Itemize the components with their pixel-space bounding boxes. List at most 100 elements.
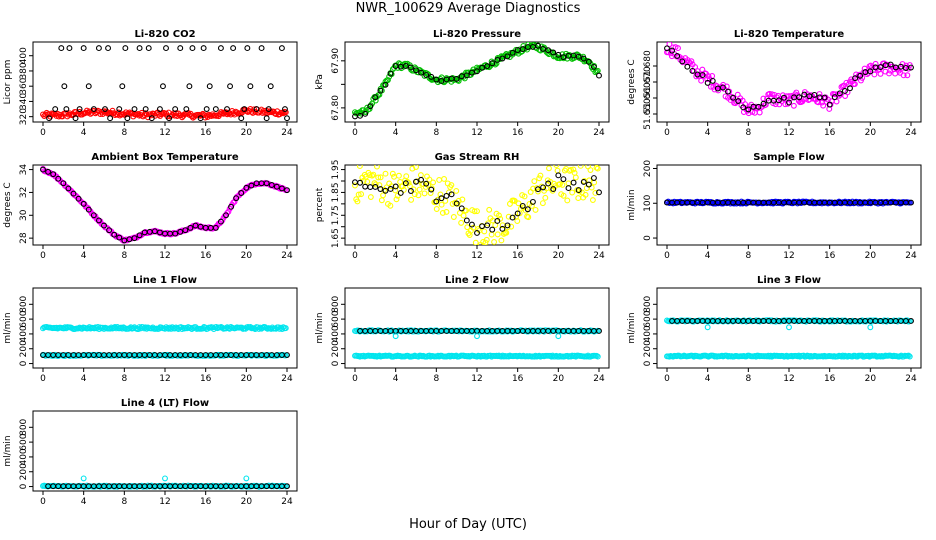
data-point-average xyxy=(76,106,83,112)
data-point-average xyxy=(119,83,126,90)
data-point-average xyxy=(509,214,516,221)
x-tick-label: 16 xyxy=(200,374,212,384)
data-point-average xyxy=(806,93,813,100)
data-point-all-high xyxy=(282,325,289,332)
data-point-average xyxy=(463,72,470,79)
data-point-all xyxy=(570,166,577,173)
data-point-average xyxy=(136,232,143,239)
data-point-all xyxy=(453,187,460,194)
data-point-average xyxy=(775,97,782,104)
y-tick-label: 28 xyxy=(19,232,29,244)
data-point-average xyxy=(50,171,57,178)
y-tick-label: 600 xyxy=(19,433,29,450)
y-tick-label: 380 xyxy=(19,62,29,79)
data-point-all xyxy=(886,70,892,77)
plot-frame xyxy=(656,41,922,123)
data-point-average xyxy=(203,106,210,112)
y-tick-label: 1.85 xyxy=(331,182,341,202)
data-point-all xyxy=(159,110,166,117)
data-point-average xyxy=(664,45,670,52)
x-tick-label: 16 xyxy=(200,251,212,261)
data-point-average xyxy=(540,184,547,191)
data-point-dips xyxy=(474,333,480,340)
data-point-average xyxy=(183,106,190,112)
data-point-average xyxy=(453,75,460,82)
y-tick-label: 400 xyxy=(19,47,29,64)
data-point-average xyxy=(230,45,237,52)
data-point-all xyxy=(567,166,574,173)
data-point-average xyxy=(821,94,828,101)
data-point-all xyxy=(532,206,539,213)
plot-frame xyxy=(32,410,298,492)
data-point-all xyxy=(377,174,384,181)
data-point-all xyxy=(366,106,373,112)
x-tick-label: 4 xyxy=(705,128,711,138)
data-point-average xyxy=(238,190,245,196)
data-point-all xyxy=(504,224,511,231)
data-point-average xyxy=(70,190,77,197)
data-point-average xyxy=(509,49,516,56)
data-point-all xyxy=(503,229,510,236)
data-point-all xyxy=(586,177,593,184)
data-point-average xyxy=(499,225,506,232)
data-point-average xyxy=(284,187,290,194)
data-point-average xyxy=(836,90,843,97)
data-point-all xyxy=(415,192,422,199)
data-point-average xyxy=(206,83,213,90)
data-point-average xyxy=(105,45,112,52)
data-point-all xyxy=(861,65,868,72)
data-point-all xyxy=(448,182,455,189)
data-point-average xyxy=(418,69,425,76)
data-point-all xyxy=(437,191,444,198)
x-tick-label: 8 xyxy=(433,251,439,261)
data-layer xyxy=(352,165,602,245)
x-tick-label: 0 xyxy=(664,374,670,384)
data-point-average xyxy=(46,115,53,122)
data-point-all xyxy=(393,196,400,203)
data-point-average xyxy=(565,185,572,192)
y-tick-label: 600 xyxy=(19,310,29,327)
x-tick-label: 8 xyxy=(433,128,439,138)
data-point-all xyxy=(472,239,479,245)
x-tick-label: 16 xyxy=(512,374,524,384)
data-point-all xyxy=(575,195,582,202)
data-point-average xyxy=(519,46,526,53)
data-point-average xyxy=(101,222,107,229)
data-point-average xyxy=(908,318,914,324)
x-tick-label: 4 xyxy=(81,251,87,261)
data-point-average xyxy=(63,106,70,112)
y-axis-label: ml/min xyxy=(3,435,13,466)
x-tick-label: 24 xyxy=(593,374,605,384)
data-point-all-high xyxy=(107,325,114,332)
x-tick-label: 20 xyxy=(241,128,253,138)
data-point-average xyxy=(499,55,506,62)
data-point-average xyxy=(278,185,285,192)
data-point-all xyxy=(553,165,560,169)
x-tick-label: 12 xyxy=(471,374,482,384)
data-point-all xyxy=(400,187,407,193)
x-tick-label: 16 xyxy=(824,251,836,261)
data-point-average xyxy=(489,226,496,233)
data-point-average xyxy=(284,115,290,122)
data-point-average xyxy=(233,195,240,202)
data-point-average xyxy=(227,83,234,90)
x-tick-label: 8 xyxy=(121,251,127,261)
data-point-all-low xyxy=(594,353,601,360)
y-axis-label: ml/min xyxy=(315,312,325,343)
data-point-average xyxy=(382,81,389,88)
data-point-all xyxy=(535,188,541,195)
y-tick-label: 51.670 xyxy=(643,66,653,98)
data-point-average xyxy=(468,221,475,228)
data-point-all xyxy=(592,190,599,196)
x-tick-label: 16 xyxy=(200,497,212,507)
x-tick-label: 12 xyxy=(471,128,482,138)
y-tick-label: 67.90 xyxy=(331,48,341,74)
data-point-average xyxy=(755,103,762,110)
data-point-average xyxy=(90,212,97,219)
data-point-average xyxy=(468,69,475,76)
data-point-average xyxy=(484,63,491,69)
